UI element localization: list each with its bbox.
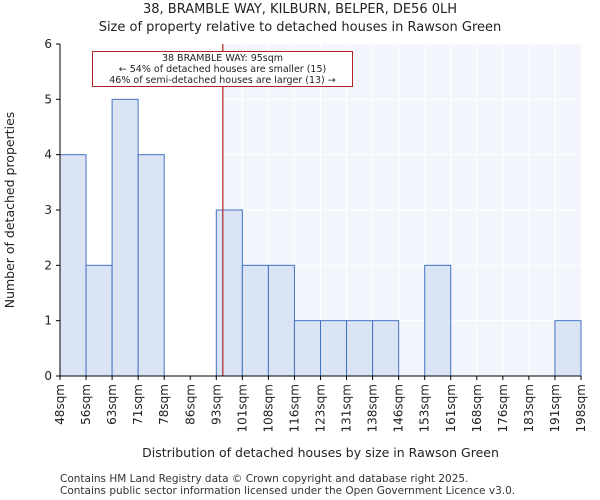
x-tick-label: 93sqm xyxy=(209,384,223,425)
bar xyxy=(372,320,400,377)
x-tick-label: 198sqm xyxy=(574,384,588,432)
footer-licence: Contains public sector information licen… xyxy=(60,485,516,497)
y-tick-label: 5 xyxy=(44,92,52,106)
x-tick-label: 101sqm xyxy=(235,384,249,432)
x-tick-label: 176sqm xyxy=(496,384,510,432)
x-tick-label: 146sqm xyxy=(392,384,406,432)
y-tick-label: 3 xyxy=(44,203,52,217)
x-tick-label: 71sqm xyxy=(131,384,145,425)
x-tick-label: 123sqm xyxy=(314,384,328,432)
x-tick-label: 183sqm xyxy=(522,384,536,432)
bar xyxy=(111,98,139,377)
marker-annotation: 38 BRAMBLE WAY: 95sqm ← 54% of detached … xyxy=(92,51,353,87)
bar xyxy=(424,264,452,377)
bar xyxy=(293,320,322,377)
bar xyxy=(554,320,582,377)
annotation-line-1: 38 BRAMBLE WAY: 95sqm xyxy=(161,53,284,64)
bar xyxy=(215,209,243,377)
x-tick-label: 153sqm xyxy=(418,384,432,432)
x-tick-label: 138sqm xyxy=(366,384,380,432)
bar xyxy=(59,154,87,377)
bar xyxy=(85,264,113,377)
x-axis-title: Distribution of detached houses by size … xyxy=(142,445,499,460)
y-tick-label: 1 xyxy=(44,314,52,328)
y-tick-label: 6 xyxy=(44,37,52,51)
x-tick-label: 131sqm xyxy=(340,384,354,432)
y-axis-title: Number of detached properties xyxy=(2,112,17,309)
x-tick-label: 86sqm xyxy=(183,384,197,425)
x-tick-label: 56sqm xyxy=(79,384,93,425)
x-tick-label: 116sqm xyxy=(287,384,301,432)
bar xyxy=(241,264,269,377)
x-tick-label: 48sqm xyxy=(53,384,67,425)
x-tick-label: 191sqm xyxy=(548,384,562,432)
chart-title-address: 38, BRAMBLE WAY, KILBURN, BELPER, DE56 0… xyxy=(142,2,458,17)
annotation-line-3: 46% of semi-detached houses are larger (… xyxy=(109,75,336,86)
x-tick-label: 168sqm xyxy=(470,384,484,432)
bar xyxy=(346,320,374,377)
x-tick-label: 63sqm xyxy=(105,384,119,425)
footer-copyright: Contains HM Land Registry data © Crown c… xyxy=(60,473,469,485)
chart-title: Size of property relative to detached ho… xyxy=(98,20,502,35)
x-tick-label: 161sqm xyxy=(444,384,458,432)
x-tick-label: 78sqm xyxy=(157,384,171,425)
annotation-line-2: ← 54% of detached houses are smaller (15… xyxy=(118,64,327,75)
bar xyxy=(267,264,295,377)
y-tick-label: 4 xyxy=(44,148,52,162)
y-tick-label: 0 xyxy=(44,369,52,383)
x-tick-label: 108sqm xyxy=(261,384,275,432)
y-tick-label: 2 xyxy=(44,258,52,272)
bar xyxy=(137,154,165,377)
bar xyxy=(320,320,348,377)
